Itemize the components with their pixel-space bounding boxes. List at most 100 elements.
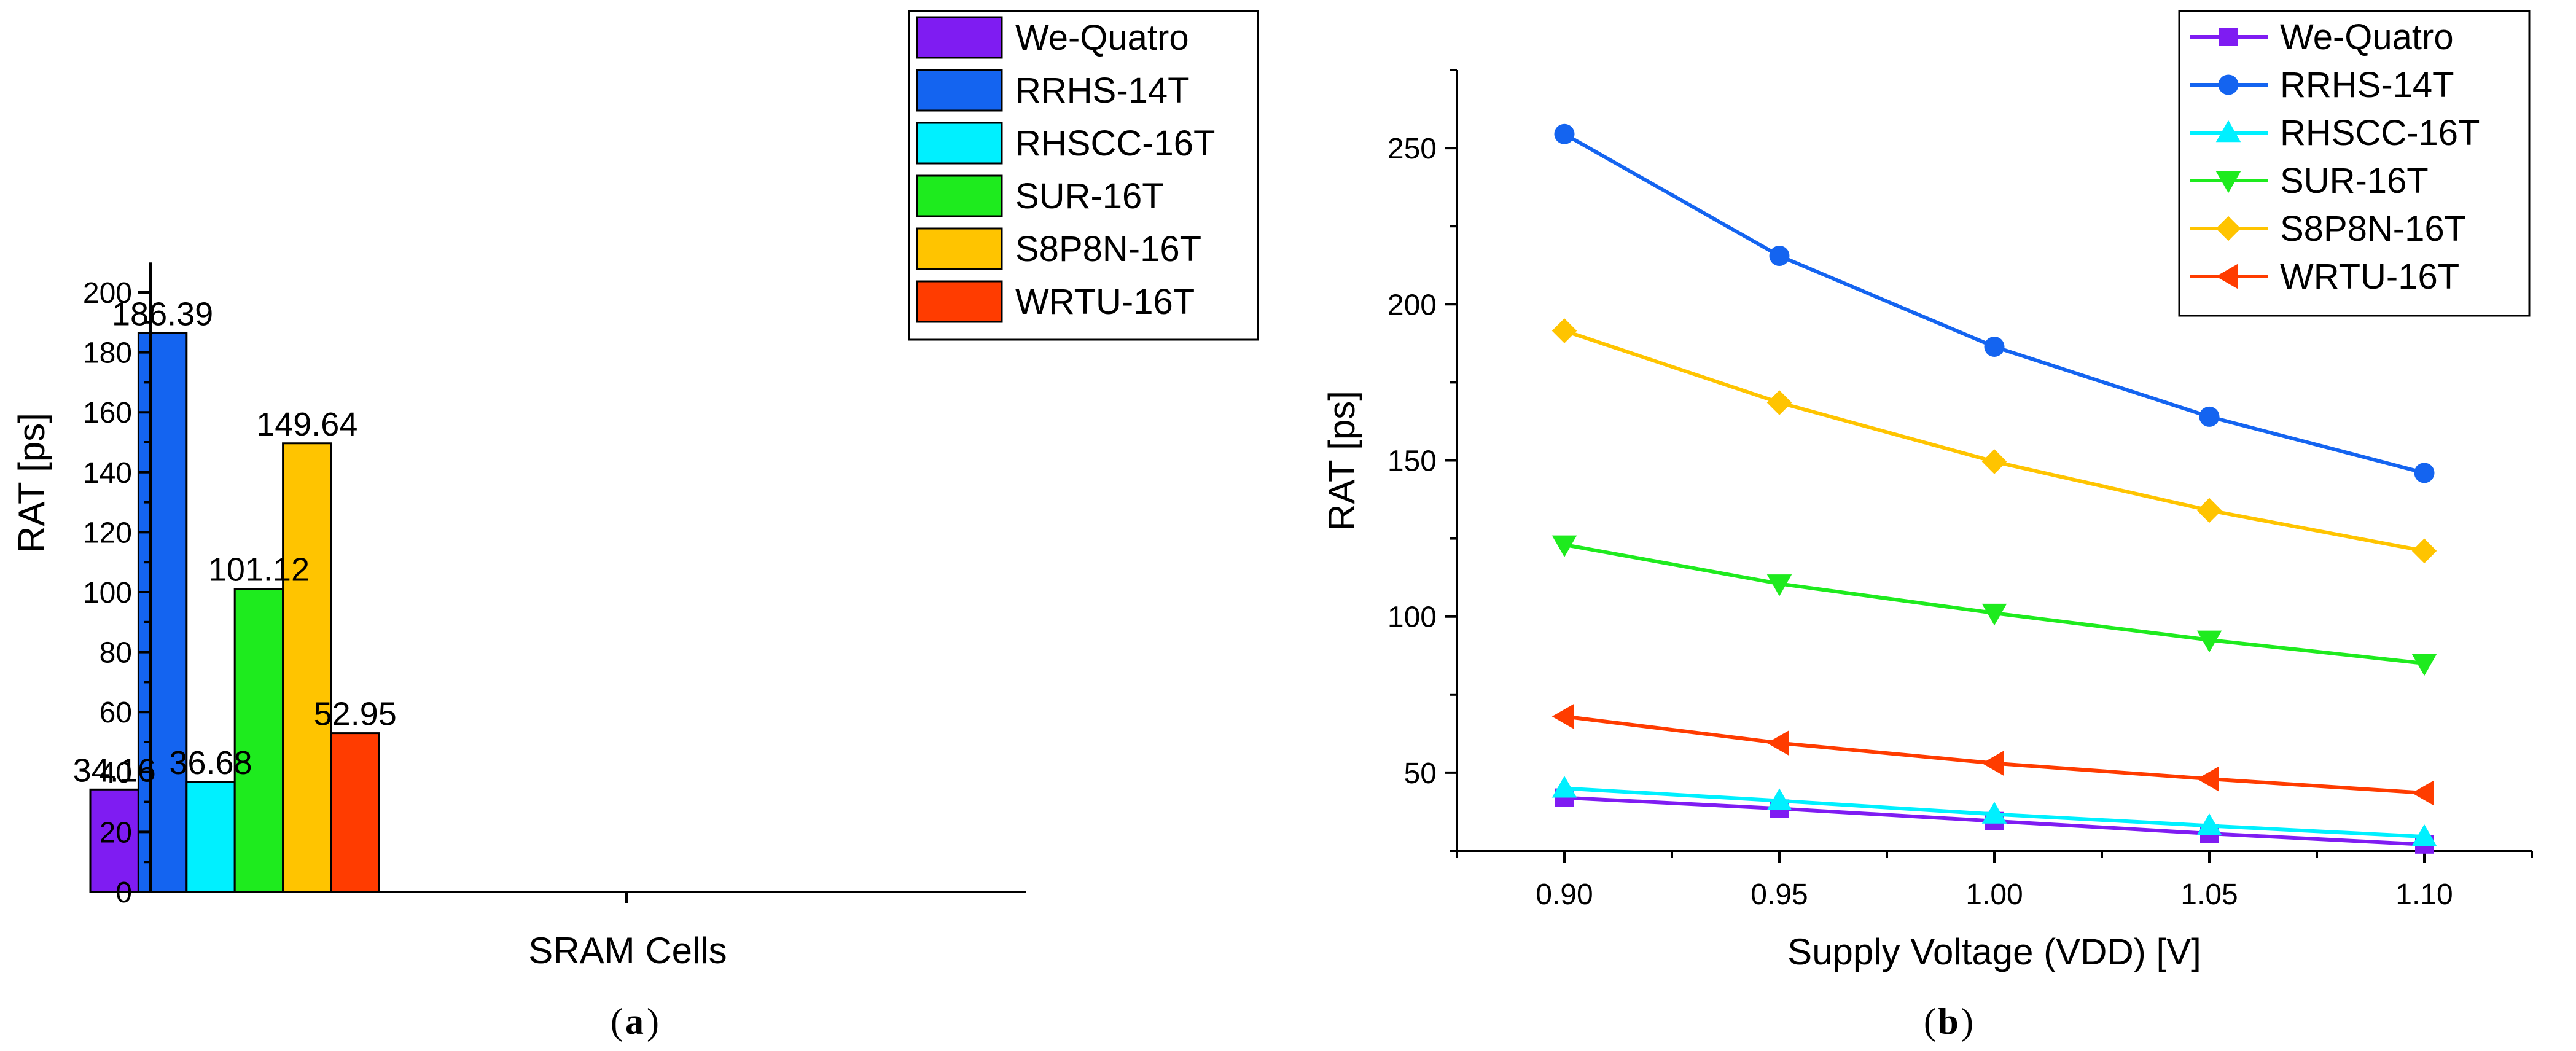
- point-wrtu-16t: [2196, 766, 2219, 792]
- legend-label-we-quatro: We-Quatro: [2280, 17, 2454, 57]
- panel-caption-letter: a: [625, 1001, 644, 1042]
- x-axis-label: SRAM Cells: [528, 930, 727, 971]
- legend-label-sur-16t: SUR-16T: [1015, 176, 1164, 216]
- legend-label-rrhs-14t: RRHS-14T: [2280, 65, 2454, 105]
- x-axis-label: Supply Voltage (VDD) [V]: [1787, 931, 2201, 972]
- bar-chart-panel-a: 34.16 186.39 36.68 101.12 149.64 52.95 0 20 40 6…: [11, 10, 1259, 1042]
- point-rhscc-16t: [2196, 813, 2222, 835]
- bar-value-label-s8p8n-16t: 149.64: [256, 406, 357, 443]
- y-tick-label: 100: [1388, 601, 1437, 634]
- point-rhscc-16t: [1551, 776, 1577, 798]
- series-s8p8n-16t: [1551, 318, 2437, 564]
- panel-caption-close: ): [647, 1001, 659, 1042]
- point-rrhs-14t: [1554, 123, 1575, 144]
- x-tick-label: 0.95: [1751, 878, 1808, 911]
- point-rhscc-16t: [1766, 788, 1792, 810]
- bar-value-label-we-quatro: 34.16: [73, 752, 156, 789]
- legend-label-wrtu-16t: WRTU-16T: [1015, 282, 1195, 322]
- bar-rhscc-16t: [185, 781, 236, 893]
- bar-value-label-rhscc-16t: 36.68: [169, 744, 252, 781]
- bar-value-label-wrtu-16t: 52.95: [314, 696, 397, 733]
- x-tick-label: 0.90: [1536, 878, 1593, 911]
- legend-swatch-s8p8n-16t: [916, 227, 1003, 270]
- y-axis: 0 20 40 60 80 100 120 140 160 180 200: [83, 262, 152, 909]
- legend-swatch-sur-16t: [916, 174, 1003, 217]
- legend-marker-s8p8n-16t: [2215, 216, 2241, 241]
- legend-label-rrhs-14t: RRHS-14T: [1015, 71, 1190, 111]
- bar-s8p8n-16t: [282, 442, 332, 893]
- point-s8p8n-16t: [2196, 498, 2222, 523]
- y-tick-label: 0: [115, 877, 132, 909]
- line-series: [1551, 123, 2437, 854]
- y-tick-label: 120: [83, 517, 132, 549]
- y-axis-label: RAT [ps]: [11, 413, 52, 553]
- y-tick-label: 160: [83, 397, 132, 429]
- point-s8p8n-16t: [1551, 318, 1577, 343]
- panel-caption-letter: b: [1938, 1001, 1958, 1042]
- legend-label-s8p8n-16t: S8P8N-16T: [2280, 209, 2466, 249]
- legend-swatch-we-quatro: [916, 16, 1003, 59]
- legend-box: [2178, 10, 2531, 317]
- legend-label-we-quatro: We-Quatro: [1015, 18, 1189, 58]
- panel-caption-close: ): [1961, 1001, 1973, 1042]
- point-rhscc-16t: [1981, 802, 2007, 824]
- legend-label-rhscc-16t: RHSCC-16T: [1015, 123, 1216, 163]
- panel-caption: ( b ): [1924, 1001, 1973, 1042]
- line-chart-panel-b: 0.90 0.95 1.00 1.05 1.10 50 100 150 200 250 Supp…: [1321, 10, 2533, 1042]
- point-sur-16t: [1981, 603, 2007, 626]
- legend-marker-rhscc-16t: [2215, 120, 2241, 143]
- y-tick-label: 40: [100, 757, 132, 789]
- y-tick-label: 50: [1404, 757, 1437, 790]
- legend-swatch-rrhs-14t: [916, 69, 1003, 112]
- y-tick-label: 80: [100, 637, 132, 670]
- y-tick-label: 20: [100, 816, 132, 849]
- bar-value-labels: 34.16 186.39 36.68 101.12 149.64 52.95: [73, 295, 397, 789]
- y-axis: 50 100 150 200 250: [1388, 69, 1457, 852]
- bar-we-quatro: [89, 788, 139, 893]
- legend-marker-wrtu-16t: [2215, 264, 2238, 289]
- y-tick-label: 140: [83, 457, 132, 490]
- panel-caption-open: (: [611, 1001, 623, 1042]
- bar-series: [89, 332, 380, 893]
- y-tick-label: 180: [83, 337, 132, 370]
- y-tick-label: 200: [1388, 289, 1437, 321]
- point-sur-16t: [2411, 654, 2437, 676]
- point-rrhs-14t: [2414, 463, 2435, 483]
- point-wrtu-16t: [1766, 730, 1789, 756]
- y-tick-label: 60: [100, 697, 132, 729]
- legend-marker-we-quatro: [2219, 28, 2238, 46]
- panel-caption: ( a ): [611, 1001, 659, 1042]
- legend-swatch-wrtu-16t: [916, 280, 1003, 323]
- legend-label-wrtu-16t: WRTU-16T: [2280, 257, 2459, 297]
- bar-value-label-rrhs-14t: 186.39: [112, 295, 213, 332]
- legend: We-Quatro RRHS-14T RHSCC-16T SUR-16T S8P8N-1…: [908, 10, 1259, 341]
- series-sur-16t: [1551, 535, 2437, 676]
- series-wrtu-16t: [1551, 704, 2434, 806]
- legend-marker-sur-16t: [2215, 171, 2241, 193]
- x-tick-label: 1.10: [2395, 878, 2453, 911]
- y-tick-label: 250: [1388, 133, 1437, 165]
- bar-rrhs-14t: [137, 332, 188, 893]
- point-sur-16t: [2196, 630, 2222, 653]
- point-sur-16t: [1551, 535, 1577, 558]
- y-tick-label: 100: [83, 577, 132, 609]
- legend-label-s8p8n-16t: S8P8N-16T: [1015, 229, 1201, 269]
- bar-sur-16t: [233, 588, 284, 893]
- legend: We-Quatro RRHS-14T RHSCC-16T SUR-16T S8P8N-1…: [2178, 10, 2531, 317]
- point-wrtu-16t: [2411, 780, 2434, 806]
- point-rrhs-14t: [1984, 336, 2005, 357]
- series-rrhs-14t: [1554, 123, 2435, 483]
- x-axis: 0.90 0.95 1.00 1.05 1.10: [1456, 851, 2533, 911]
- legend-label-sur-16t: SUR-16T: [2280, 161, 2429, 201]
- x-tick-label: 1.05: [2180, 878, 2238, 911]
- point-rrhs-14t: [2199, 406, 2220, 427]
- bar-value-label-sur-16t: 101.12: [208, 552, 310, 588]
- legend-marker-rrhs-14t: [2218, 74, 2239, 95]
- point-rhscc-16t: [2411, 824, 2437, 846]
- y-tick-label: 150: [1388, 445, 1437, 478]
- point-wrtu-16t: [1551, 704, 1574, 729]
- x-tick-label: 1.00: [1965, 878, 2023, 911]
- panel-caption-open: (: [1924, 1001, 1936, 1042]
- point-sur-16t: [1766, 574, 1792, 596]
